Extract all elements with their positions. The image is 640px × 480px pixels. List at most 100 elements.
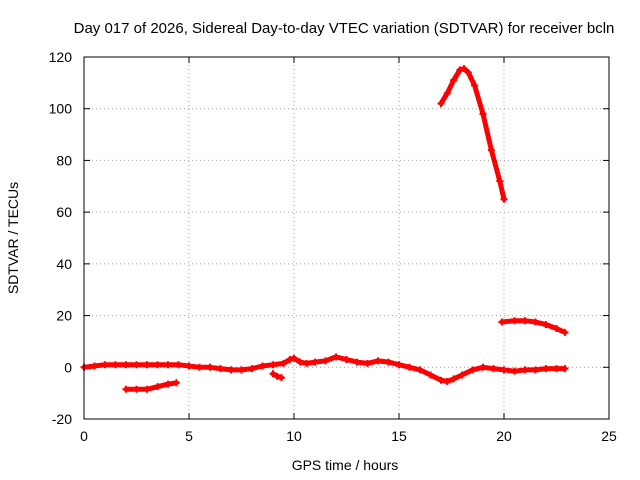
data-point — [464, 69, 472, 77]
plot-frame — [83, 56, 610, 420]
data-point — [511, 367, 518, 375]
series-low-arc — [122, 379, 180, 393]
data-point — [164, 361, 172, 369]
data-point — [353, 358, 361, 366]
data-point — [437, 376, 445, 384]
data-point — [112, 361, 119, 369]
data-point — [511, 317, 518, 325]
data-point — [471, 81, 479, 89]
data-point — [343, 356, 350, 364]
x-tick-label: 5 — [185, 428, 193, 444]
series-short-dip — [269, 370, 285, 382]
data-point — [277, 374, 285, 382]
data-point — [248, 365, 256, 373]
data-point — [227, 366, 235, 374]
y-tick-label: 20 — [56, 308, 72, 324]
chart-title: Day 017 of 2026, Sidereal Day-to-day VTE… — [74, 20, 615, 37]
axis-tick-labels: 0 5 10 15 20 25 -20 0 20 40 60 80 100 120 — [49, 49, 617, 444]
data-point — [500, 195, 508, 203]
data-point — [561, 328, 569, 336]
data-point — [185, 362, 193, 370]
data-point — [532, 318, 539, 326]
series-high-arc — [437, 65, 508, 203]
data-point — [542, 365, 550, 373]
data-point — [311, 358, 319, 366]
series-mid-arc — [498, 317, 569, 336]
data-point — [164, 380, 172, 388]
data-point — [542, 321, 550, 329]
x-tick-label: 0 — [80, 428, 88, 444]
data-point — [172, 379, 180, 387]
grid-lines — [84, 57, 609, 419]
data-point — [521, 317, 529, 325]
data-point — [101, 361, 109, 369]
data-point — [259, 362, 266, 370]
data-point — [487, 146, 495, 154]
y-tick-label: 0 — [64, 359, 72, 375]
data-point — [553, 365, 560, 373]
data-point — [374, 357, 382, 365]
x-tick-label: 10 — [286, 428, 302, 444]
data-points — [80, 65, 569, 393]
data-point — [406, 363, 413, 371]
data-point — [238, 366, 245, 374]
data-point — [143, 385, 151, 393]
data-point — [269, 361, 277, 369]
data-point — [479, 110, 487, 118]
data-point — [133, 385, 140, 393]
data-point — [206, 363, 214, 371]
data-point — [427, 371, 434, 379]
data-point — [450, 375, 458, 383]
data-point — [143, 361, 151, 369]
x-tick-label: 20 — [496, 428, 512, 444]
data-point — [91, 362, 98, 370]
y-tick-label: 80 — [56, 152, 72, 168]
x-tick-label: 15 — [391, 428, 407, 444]
y-tick-label: 60 — [56, 204, 72, 220]
data-point — [154, 383, 161, 391]
data-point — [479, 363, 487, 371]
data-point — [490, 365, 497, 373]
data-point — [175, 361, 182, 369]
y-tick-label: -20 — [52, 411, 72, 427]
data-point — [561, 365, 569, 373]
data-point — [416, 366, 424, 374]
y-tick-label: 100 — [49, 101, 73, 117]
y-tick-label: 40 — [56, 256, 72, 272]
data-point — [395, 361, 403, 369]
data-point — [500, 366, 508, 374]
data-point — [122, 361, 130, 369]
data-point — [196, 363, 203, 371]
data-point — [469, 366, 476, 374]
data-point — [456, 66, 464, 74]
data-point — [496, 177, 504, 185]
data-point — [322, 357, 329, 365]
series-main-trace — [80, 353, 569, 386]
data-point — [443, 89, 451, 97]
data-point — [280, 359, 287, 367]
data-point — [450, 76, 458, 84]
y-axis-label: SDTVAR / TECUs — [5, 182, 21, 294]
data-point — [286, 356, 294, 364]
data-point — [458, 371, 466, 379]
data-point — [553, 325, 560, 332]
data-point — [303, 359, 311, 367]
data-point — [217, 365, 224, 373]
data-point — [385, 358, 392, 366]
data-point — [332, 353, 340, 361]
x-axis-label: GPS time / hours — [292, 457, 399, 473]
data-point — [460, 65, 468, 73]
data-point — [122, 385, 130, 393]
data-point — [364, 359, 371, 367]
data-point — [290, 354, 298, 362]
data-point — [532, 366, 539, 374]
data-point — [133, 361, 140, 369]
data-point — [296, 358, 304, 366]
data-point — [154, 361, 161, 369]
data-point — [521, 366, 529, 374]
data-point — [273, 372, 281, 380]
data-point — [443, 378, 451, 386]
data-point — [498, 318, 506, 326]
